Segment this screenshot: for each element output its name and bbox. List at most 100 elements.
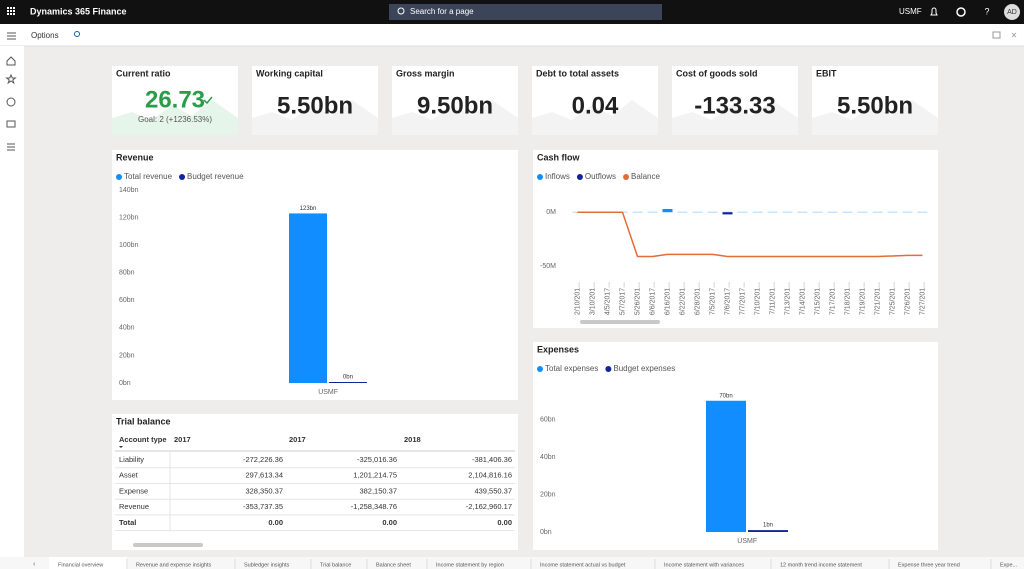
tab[interactable]: 12 month trend income statement — [780, 562, 862, 568]
company[interactable]: USMF — [899, 7, 922, 16]
legend-dot — [605, 366, 612, 372]
table-cell: Liability — [119, 455, 144, 464]
kpi-title: Working capital — [256, 68, 323, 78]
x-tick-label: 7/25/201... — [889, 282, 896, 315]
nav-recent[interactable] — [6, 97, 16, 107]
panel-title: Cash flow — [537, 152, 581, 162]
legend-label: Inflows — [545, 172, 570, 181]
kpi-title: Gross margin — [396, 68, 455, 78]
nav-favorites[interactable] — [5, 73, 17, 85]
legend-dot — [537, 366, 543, 372]
table-cell: Total — [119, 518, 136, 527]
search-icon — [397, 7, 405, 15]
nav-pane — [0, 46, 24, 569]
cash-flow-panel — [533, 150, 938, 328]
x-tick-label: USMF — [737, 538, 757, 545]
bar — [767, 211, 778, 213]
y-tick-label: 0bn — [119, 380, 131, 387]
bar — [797, 211, 808, 213]
table-cell: 1,201,214.75 — [353, 471, 397, 480]
kpi-title: Current ratio — [116, 68, 171, 78]
toolbar-search[interactable] — [74, 31, 80, 37]
kpi-sparkline — [812, 100, 938, 135]
bell-icon[interactable] — [930, 7, 938, 16]
kpi-value: 5.50bn — [837, 92, 913, 119]
x-tick-label: 5/26/201... — [634, 282, 641, 315]
search-placeholder[interactable]: Search for a page — [410, 7, 474, 16]
nav-menu[interactable] — [7, 32, 16, 40]
column-header[interactable]: 2018 — [404, 435, 421, 444]
open-in-new[interactable] — [992, 31, 1001, 39]
close[interactable]: ✕ — [1011, 31, 1018, 40]
nav-home[interactable] — [6, 56, 16, 66]
tab[interactable]: Income statement by region — [436, 562, 504, 568]
tab[interactable]: Revenue and expense insights — [136, 562, 211, 568]
kpi-sparkline — [532, 100, 658, 135]
kpi-value: 26.73 — [145, 86, 205, 113]
kpi-value: 0.04 — [572, 92, 619, 119]
legend-label: Budget revenue — [187, 172, 244, 181]
bar — [902, 211, 913, 213]
bar — [692, 211, 703, 213]
column-header[interactable]: 2017 — [289, 435, 306, 444]
column-header[interactable]: Account type — [119, 435, 167, 444]
trial-balance-panel — [112, 414, 518, 550]
avatar[interactable] — [1004, 4, 1020, 20]
y-tick-label: 140bn — [119, 187, 139, 194]
tab[interactable]: Expense three year trend — [898, 562, 960, 568]
tab-scroll-left[interactable]: ‹ — [33, 561, 36, 568]
column-header[interactable]: 2017 — [174, 435, 191, 444]
bar — [812, 211, 823, 213]
cash-flow-scrollbar[interactable] — [580, 320, 660, 324]
table-cell: -2,162,960.17 — [466, 502, 512, 511]
nav-modules[interactable] — [7, 143, 15, 151]
bar — [662, 208, 673, 213]
y-tick-label: 40bn — [119, 325, 135, 332]
tab[interactable]: Financial overview — [58, 562, 103, 568]
y-tick-label: 60bn — [540, 416, 556, 423]
settings-icon[interactable] — [956, 7, 966, 17]
table-scrollbar[interactable] — [133, 543, 203, 547]
table-cell: -272,226.36 — [243, 455, 283, 464]
tab[interactable]: Income statement with variances — [664, 562, 744, 568]
x-tick-label: 6/6/2017... — [649, 282, 656, 315]
tab[interactable]: Subledger insights — [244, 562, 290, 568]
legend-label: Total revenue — [124, 172, 173, 181]
legend-label: Outflows — [585, 172, 616, 181]
x-tick-label: 7/26/201... — [904, 282, 911, 315]
tab[interactable]: Expe... — [1000, 562, 1018, 568]
app-name: Dynamics 365 Finance — [30, 6, 127, 16]
table-cell: 0.00 — [382, 518, 397, 527]
y-tick-label: 80bn — [119, 270, 135, 277]
tab[interactable]: Trial balance — [320, 562, 351, 568]
bar — [872, 211, 883, 213]
app-launcher[interactable] — [7, 7, 15, 15]
tab[interactable]: Balance sheet — [376, 562, 411, 568]
x-tick-label: 7/11/201... — [769, 282, 776, 315]
bar — [707, 211, 718, 213]
table-cell: -353,737.35 — [243, 502, 283, 511]
tab[interactable]: Income statement actual vs budget — [540, 562, 626, 568]
x-tick-label: 3/10/201... — [589, 282, 596, 315]
data-label: 70bn — [719, 393, 732, 399]
legend-label: Balance — [631, 172, 660, 181]
options-button[interactable]: Options — [31, 31, 59, 40]
table-cell: 0.00 — [497, 518, 512, 527]
kpi-title: Debt to total assets — [536, 68, 619, 78]
x-tick-label: 7/19/201... — [859, 282, 866, 315]
table-cell: -325,016.36 — [357, 455, 397, 464]
x-tick-label: 6/28/201... — [694, 282, 701, 315]
table-cell: 328,350.37 — [245, 486, 283, 495]
tab-active — [49, 557, 127, 569]
kpi-sparkline — [392, 100, 518, 135]
table-cell: Asset — [119, 471, 139, 480]
x-tick-label: 7/6/2017... — [724, 282, 731, 315]
nav-workspaces[interactable] — [6, 120, 16, 128]
help-icon[interactable]: ? — [984, 6, 989, 16]
bar — [289, 213, 327, 383]
panel-title: Revenue — [116, 152, 154, 162]
y-tick-label: 120bn — [119, 214, 139, 221]
search-box[interactable] — [389, 4, 662, 20]
